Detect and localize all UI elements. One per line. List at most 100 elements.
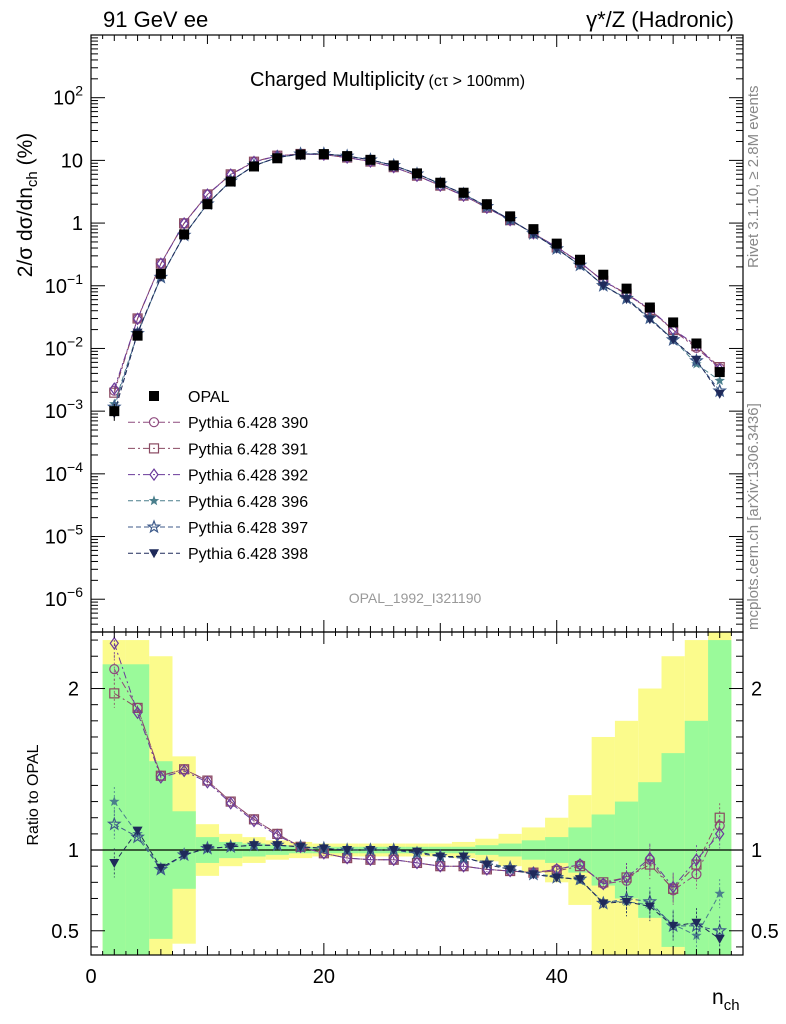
ratio-marker xyxy=(106,816,122,831)
legend-entry: Pythia 6.428 391 xyxy=(128,441,308,458)
ratio-marker xyxy=(365,853,376,867)
legend-marker xyxy=(149,391,159,401)
ratio-y-tick-label-right: 0.5 xyxy=(751,921,779,943)
data-marker xyxy=(668,317,679,328)
legend-marker xyxy=(148,495,160,506)
ratio-y-tick-label-left: 2 xyxy=(68,679,79,701)
y-tick-label: 10−5 xyxy=(45,522,83,549)
legend-marker xyxy=(149,468,159,482)
analysis-label: OPAL_1992_I321190 xyxy=(349,590,482,606)
data-marker xyxy=(202,199,213,210)
data-marker xyxy=(132,330,143,341)
ratio-marker xyxy=(714,827,725,841)
series-6-ratio xyxy=(109,826,725,954)
ratio-marker xyxy=(575,875,585,885)
text-layer: 0 20 40 10−6 10−5 10−4 10−3 10−2 10−1 1 10 102 0.5 0.… xyxy=(14,69,779,1014)
x-tick-label: 40 xyxy=(546,966,568,988)
ratio-line xyxy=(113,643,721,888)
ratio-marker xyxy=(644,902,655,912)
data-marker xyxy=(249,161,259,172)
y-tick-label: 102 xyxy=(53,83,83,110)
legend-label: Pythia 6.428 390 xyxy=(188,415,308,432)
ratio-marker xyxy=(318,844,329,854)
ratio-marker xyxy=(179,764,189,778)
ratio-line xyxy=(113,801,721,937)
chart-title: Charged Multiplicity (cτ > 100mm) xyxy=(250,69,525,91)
ratio-marker xyxy=(156,770,166,784)
legend-entry: Pythia 6.428 396 xyxy=(128,494,308,511)
ratio-marker xyxy=(342,846,353,856)
data-marker xyxy=(388,160,399,171)
data-marker xyxy=(575,254,585,265)
series-marker xyxy=(132,312,143,326)
legend-label: OPAL xyxy=(188,389,230,406)
ratio-marker xyxy=(458,859,469,873)
data-marker xyxy=(365,154,376,165)
y-tick-label: 10 xyxy=(61,150,83,172)
legend-label: Pythia 6.428 396 xyxy=(188,494,308,511)
ratio-marker xyxy=(295,842,306,852)
ratio-y-tick-label-left: 1 xyxy=(68,840,79,862)
ratio-marker xyxy=(109,858,120,868)
ratio-marker xyxy=(481,860,492,870)
ratio-marker xyxy=(249,814,259,828)
data-marker xyxy=(528,224,539,235)
data-marker xyxy=(458,187,469,198)
ratio-marker xyxy=(342,851,352,865)
ratio-marker xyxy=(109,636,120,650)
legend-label: Pythia 6.428 398 xyxy=(188,546,308,563)
ratio-marker xyxy=(225,842,236,852)
ratio-marker xyxy=(668,880,678,894)
ratio-marker xyxy=(179,850,190,860)
data-marker xyxy=(109,406,120,417)
y-tick-label: 10−1 xyxy=(45,271,83,298)
series-marker xyxy=(109,382,120,396)
series-marker xyxy=(644,315,655,325)
ratio-marker xyxy=(598,877,609,891)
ratio-marker xyxy=(202,775,213,789)
series-layer xyxy=(106,146,728,954)
x-tick-label: 20 xyxy=(313,966,335,988)
ratio-marker xyxy=(225,796,236,810)
green-band-bin xyxy=(684,720,709,955)
series-marker xyxy=(691,355,702,365)
legend-entry: Pythia 6.428 398 xyxy=(128,546,308,563)
series-marker xyxy=(621,295,632,305)
legend-marker xyxy=(146,519,162,534)
series-marker xyxy=(714,389,725,399)
series-3-main xyxy=(109,147,725,396)
ratio-marker xyxy=(155,863,166,873)
ratio-marker xyxy=(621,897,632,907)
ratio-marker xyxy=(388,853,399,867)
data-marker xyxy=(621,283,632,294)
header-left: 91 GeV ee xyxy=(103,7,209,32)
ratio-marker xyxy=(528,870,539,880)
legend-marker xyxy=(148,443,160,454)
ratio-marker xyxy=(551,873,562,883)
ratio-marker xyxy=(645,851,655,865)
data-marker xyxy=(155,268,166,279)
series-1-main xyxy=(109,148,725,396)
legend-entry: Pythia 6.428 392 xyxy=(128,468,308,485)
data-marker xyxy=(412,168,422,179)
ratio-marker xyxy=(621,870,632,885)
series-line xyxy=(113,153,721,389)
ratio-marker xyxy=(202,844,213,854)
legend-label: Pythia 6.428 397 xyxy=(188,520,308,537)
series-5-main xyxy=(106,146,728,414)
data-marker xyxy=(714,367,725,378)
axes-layer xyxy=(90,34,744,956)
ratio-marker xyxy=(132,826,143,836)
legend-marker xyxy=(149,549,159,559)
data-marker xyxy=(318,149,329,160)
series-4-main xyxy=(109,148,725,409)
data-marker xyxy=(644,302,655,313)
data-marker xyxy=(272,153,283,164)
data-marker xyxy=(435,177,446,188)
ratio-y-tick-label-left: 0.5 xyxy=(51,921,79,943)
series-marker xyxy=(598,281,609,291)
data-marker xyxy=(691,338,702,349)
y-tick-label: 10−3 xyxy=(45,396,83,423)
ratio-marker xyxy=(714,934,725,944)
